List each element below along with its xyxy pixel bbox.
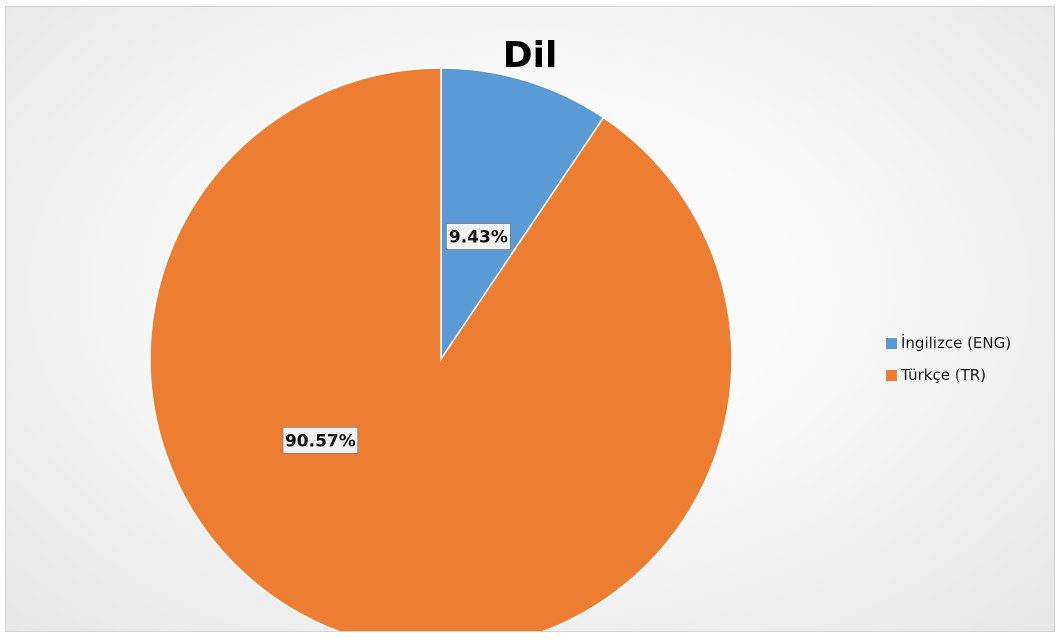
- data-label-1: 90.57%: [285, 431, 356, 451]
- legend-label-ingilizce: İngilizce (ENG): [901, 334, 1012, 352]
- legend-swatch-ingilizce: [886, 337, 897, 349]
- data-label-0: 9.43%: [449, 228, 508, 248]
- pie-slice-0: [440, 67, 605, 362]
- legend-item-ingilizce: İngilizce (ENG): [886, 331, 1011, 355]
- legend-label-turkce: Türkçe (TR): [901, 366, 986, 384]
- chart-area: Dil 9.43% 90.57% İngilizce (ENG) Türkçe (…: [5, 6, 1055, 632]
- legend: İngilizce (ENG) Türkçe (TR): [886, 331, 1011, 395]
- legend-swatch-turkce: [886, 369, 897, 381]
- data-label-box-1: [282, 426, 359, 454]
- pie-slice-1: [149, 67, 733, 631]
- legend-item-turkce: Türkçe (TR): [886, 363, 1011, 387]
- chart-title: Dil: [502, 35, 558, 76]
- data-label-box-0: [445, 223, 511, 250]
- pie-chart: 9.43% 90.57%: [149, 67, 733, 631]
